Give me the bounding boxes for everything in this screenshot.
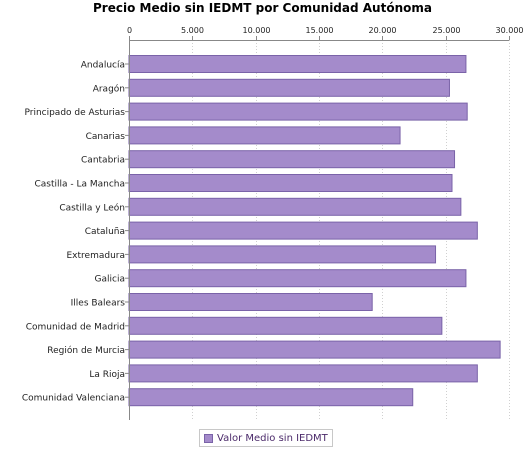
bar bbox=[128, 55, 467, 73]
category-label: Galicia bbox=[95, 275, 125, 285]
bar bbox=[128, 293, 373, 311]
bar bbox=[128, 197, 462, 216]
category-label: Principado de Asturias bbox=[24, 108, 125, 118]
legend: Valor Medio sin IEDMT bbox=[199, 429, 333, 447]
category-label: Castilla y León bbox=[59, 202, 125, 213]
category-label: Cantabria bbox=[81, 156, 125, 166]
category-label: Región de Murcia bbox=[47, 345, 125, 356]
bar bbox=[128, 388, 414, 407]
category-label: Canarias bbox=[86, 132, 126, 142]
x-tick-label: 20.000 bbox=[369, 26, 397, 35]
category-label: Comunidad de Madrid bbox=[26, 322, 125, 332]
category-label: La Rioja bbox=[89, 370, 125, 380]
legend-label: Valor Medio sin IEDMT bbox=[217, 432, 328, 444]
bar bbox=[128, 102, 468, 121]
category-label: Illes Balears bbox=[71, 299, 126, 309]
bar bbox=[128, 174, 453, 192]
bars bbox=[128, 55, 501, 407]
x-tick-label: 10.000 bbox=[243, 26, 271, 35]
bar bbox=[128, 126, 401, 145]
bar bbox=[128, 245, 437, 264]
bar bbox=[128, 269, 467, 288]
category-label: Comunidad Valenciana bbox=[22, 394, 125, 404]
category-label: Castilla - La Mancha bbox=[34, 180, 125, 190]
bar bbox=[128, 316, 443, 335]
category-label: Extremadura bbox=[67, 251, 126, 261]
category-label: Cataluña bbox=[85, 227, 125, 237]
x-tick-label: 25.000 bbox=[433, 26, 461, 35]
bar bbox=[128, 78, 450, 97]
x-tick-label: 5.000 bbox=[181, 26, 204, 35]
bar bbox=[128, 221, 478, 240]
x-axis-ticks: 0 5.000 10.000 15.000 20.000 25.000 30.000 bbox=[127, 26, 524, 40]
x-tick-label: 0 bbox=[127, 26, 132, 35]
bar bbox=[128, 340, 501, 359]
category-label: Andalucía bbox=[81, 61, 125, 71]
legend-swatch bbox=[204, 433, 213, 443]
bar-chart: 0 5.000 10.000 15.000 20.000 25.000 30.000 And… bbox=[22, 26, 524, 420]
x-tick-label: 30.000 bbox=[496, 26, 524, 35]
chart-title: Precio Medio sin IEDMT por Comunidad Aut… bbox=[93, 1, 432, 15]
category-labels: Andalucía Aragón Principado de Asturias Can… bbox=[22, 61, 125, 404]
axis-lines bbox=[125, 40, 509, 420]
category-label: Aragón bbox=[93, 83, 125, 94]
x-tick-label: 15.000 bbox=[306, 26, 334, 35]
bar bbox=[128, 364, 478, 383]
bar bbox=[128, 150, 456, 169]
